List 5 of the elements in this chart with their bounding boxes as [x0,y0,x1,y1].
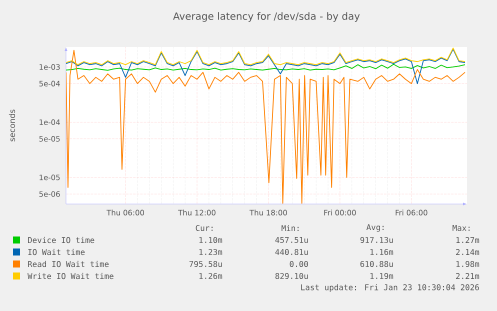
line-series [66,48,466,66]
line-series [66,50,466,204]
line-series [66,64,466,71]
chart-title: Average latency for /dev/sda - by day [173,12,360,22]
line-series [66,48,466,84]
